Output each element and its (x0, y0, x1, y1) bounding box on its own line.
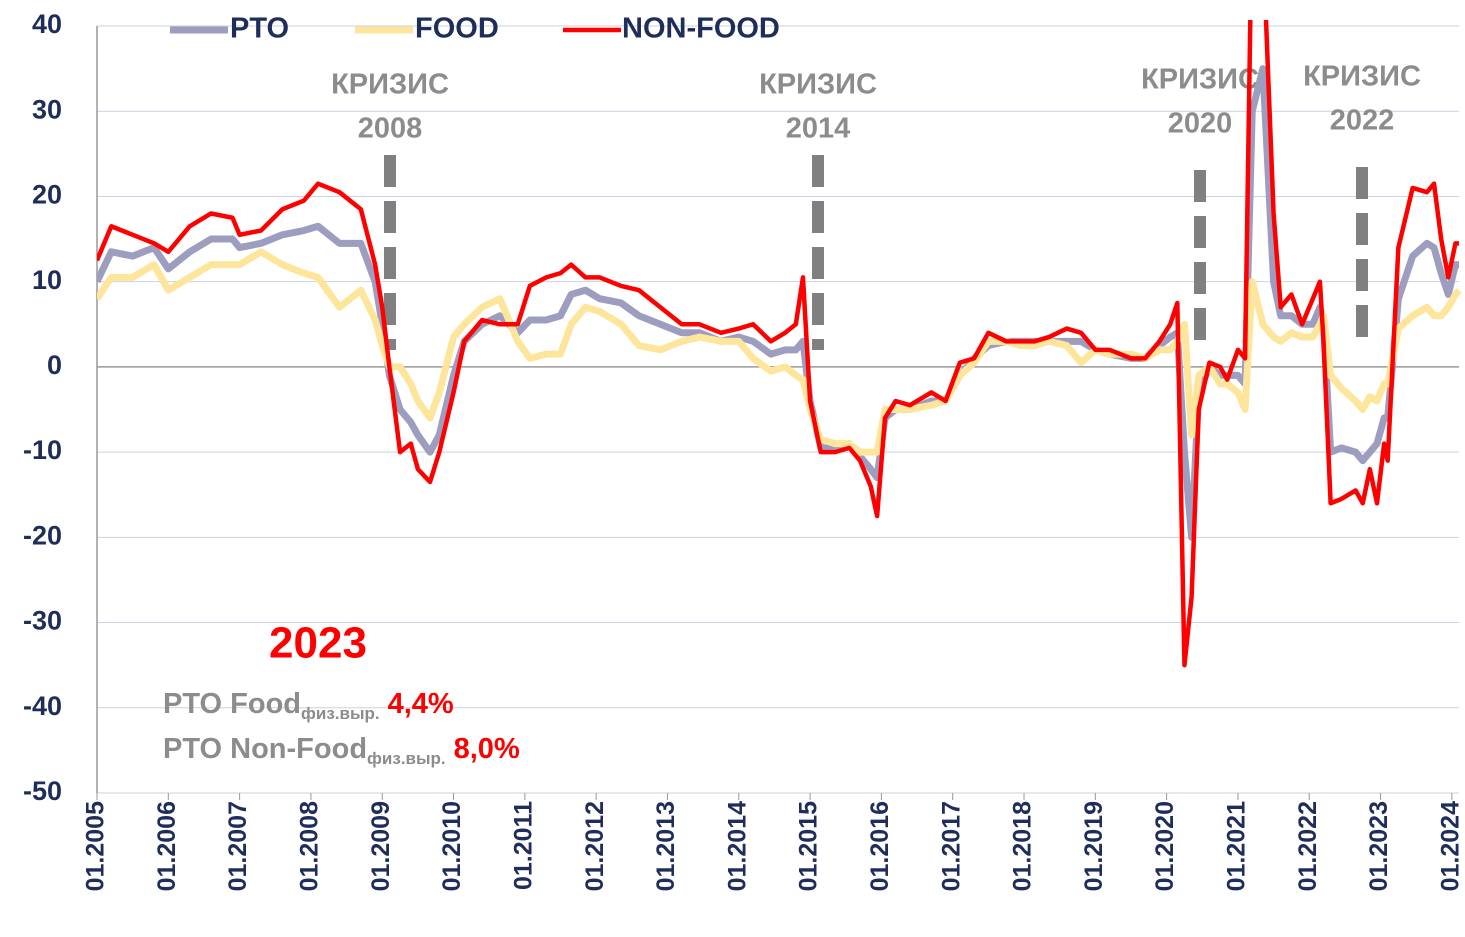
legend-label: PTO (230, 13, 289, 45)
note-row: PTO Foodфиз.выр. 4,4% (163, 688, 454, 724)
note-label: PTO Food (163, 688, 301, 720)
x-tick-label: 01.2013 (652, 801, 680, 891)
y-tick-label: -20 (23, 520, 62, 550)
crisis-label: КРИЗИС (1303, 61, 1421, 93)
x-tick-label: 01.2015 (795, 801, 823, 891)
y-tick-label: 40 (32, 9, 62, 39)
y-tick-label: -40 (23, 691, 62, 721)
plot-area (97, 20, 1462, 668)
y-tick-label: 10 (32, 265, 62, 295)
note-value: 4,4% (388, 688, 454, 720)
series-line (97, 20, 1459, 668)
crisis-year: 2014 (786, 113, 851, 145)
crisis-year: 2008 (358, 113, 423, 145)
x-tick-label: 01.2011 (509, 801, 537, 890)
crisis-label: КРИЗИС (1141, 64, 1259, 96)
x-tick-label: 01.2005 (82, 801, 110, 891)
x-tick-label: 01.2022 (1294, 801, 1322, 891)
note-sub: физ.выр. (367, 749, 446, 768)
x-tick-label: 01.2024 (1436, 801, 1464, 891)
crisis-label: КРИЗИС (759, 69, 877, 101)
note-value: 8,0% (454, 733, 520, 765)
x-tick-label: 01.2008 (296, 801, 324, 891)
note-row: PTO Non-Foodфиз.выр. 8,0% (163, 733, 520, 769)
y-tick-label: 30 (32, 94, 62, 124)
y-tick-label: 20 (32, 180, 62, 210)
x-tick-label: 01.2016 (866, 801, 894, 891)
crisis-label: КРИЗИС (331, 69, 449, 101)
x-tick-label: 01.2006 (153, 801, 181, 891)
note-title: 2023 (269, 619, 367, 668)
series-line (97, 248, 1462, 456)
x-tick-label: 01.2017 (937, 801, 965, 891)
x-tick-label: 01.2019 (1080, 801, 1108, 891)
x-tick-label: 01.2010 (438, 801, 466, 891)
x-tick-label: 01.2020 (1151, 801, 1179, 891)
x-tick-label: 01.2014 (723, 801, 751, 891)
note-sub: физ.выр. (301, 704, 380, 723)
crisis-year: 2020 (1168, 108, 1233, 140)
y-tick-label: -30 (23, 606, 62, 636)
x-tick-label: 01.2023 (1365, 801, 1393, 891)
crisis-year: 2022 (1330, 105, 1395, 137)
x-tick-label: 01.2007 (224, 801, 252, 891)
y-tick-label: -10 (23, 435, 62, 465)
x-tick-label: 01.2018 (1009, 801, 1037, 891)
legend-label: NON-FOOD (622, 13, 780, 45)
y-tick-label: 0 (47, 350, 62, 380)
legend-label: FOOD (415, 13, 499, 45)
note-label: PTO Non-Food (163, 733, 367, 765)
y-tick-label: -50 (23, 776, 62, 806)
x-tick-label: 01.2012 (581, 801, 609, 891)
x-tick-label: 01.2009 (367, 801, 395, 891)
x-tick-label: 01.2021 (1223, 801, 1251, 891)
